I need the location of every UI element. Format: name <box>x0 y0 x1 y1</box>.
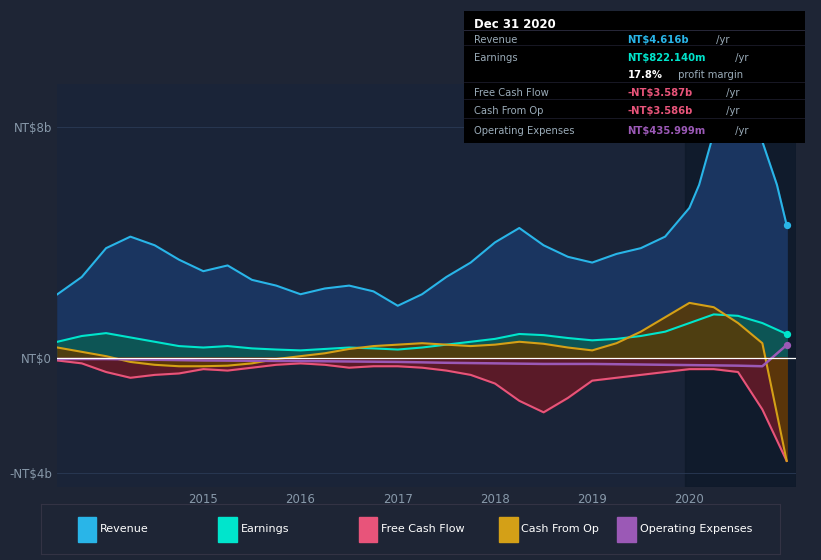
Text: /yr: /yr <box>713 35 730 45</box>
Point <box>780 340 793 349</box>
Text: NT$4.616b: NT$4.616b <box>627 35 689 45</box>
Bar <box>218 516 237 542</box>
Text: Revenue: Revenue <box>474 35 517 45</box>
Text: /yr: /yr <box>732 125 749 136</box>
Bar <box>359 516 378 542</box>
Text: /yr: /yr <box>722 106 739 116</box>
Bar <box>617 516 635 542</box>
Bar <box>685 84 796 487</box>
Point <box>780 329 793 338</box>
Text: Earnings: Earnings <box>241 524 289 534</box>
Text: Free Cash Flow: Free Cash Flow <box>474 87 548 97</box>
Text: NT$822.140m: NT$822.140m <box>627 53 706 63</box>
Text: Operating Expenses: Operating Expenses <box>640 524 752 534</box>
Text: Dec 31 2020: Dec 31 2020 <box>474 18 556 31</box>
Text: Cash From Op: Cash From Op <box>474 106 544 116</box>
Text: -NT$3.586b: -NT$3.586b <box>627 106 693 116</box>
Bar <box>499 516 518 542</box>
Text: profit margin: profit margin <box>675 71 743 81</box>
Text: Cash From Op: Cash From Op <box>521 524 599 534</box>
Text: Revenue: Revenue <box>100 524 149 534</box>
Text: /yr: /yr <box>732 53 749 63</box>
Text: Earnings: Earnings <box>474 53 518 63</box>
Text: /yr: /yr <box>722 87 739 97</box>
Text: NT$435.999m: NT$435.999m <box>627 125 706 136</box>
Point <box>780 221 793 230</box>
Text: 17.8%: 17.8% <box>627 71 663 81</box>
Text: Operating Expenses: Operating Expenses <box>474 125 575 136</box>
Text: Free Cash Flow: Free Cash Flow <box>381 524 465 534</box>
Text: -NT$3.587b: -NT$3.587b <box>627 87 693 97</box>
Bar <box>78 516 97 542</box>
